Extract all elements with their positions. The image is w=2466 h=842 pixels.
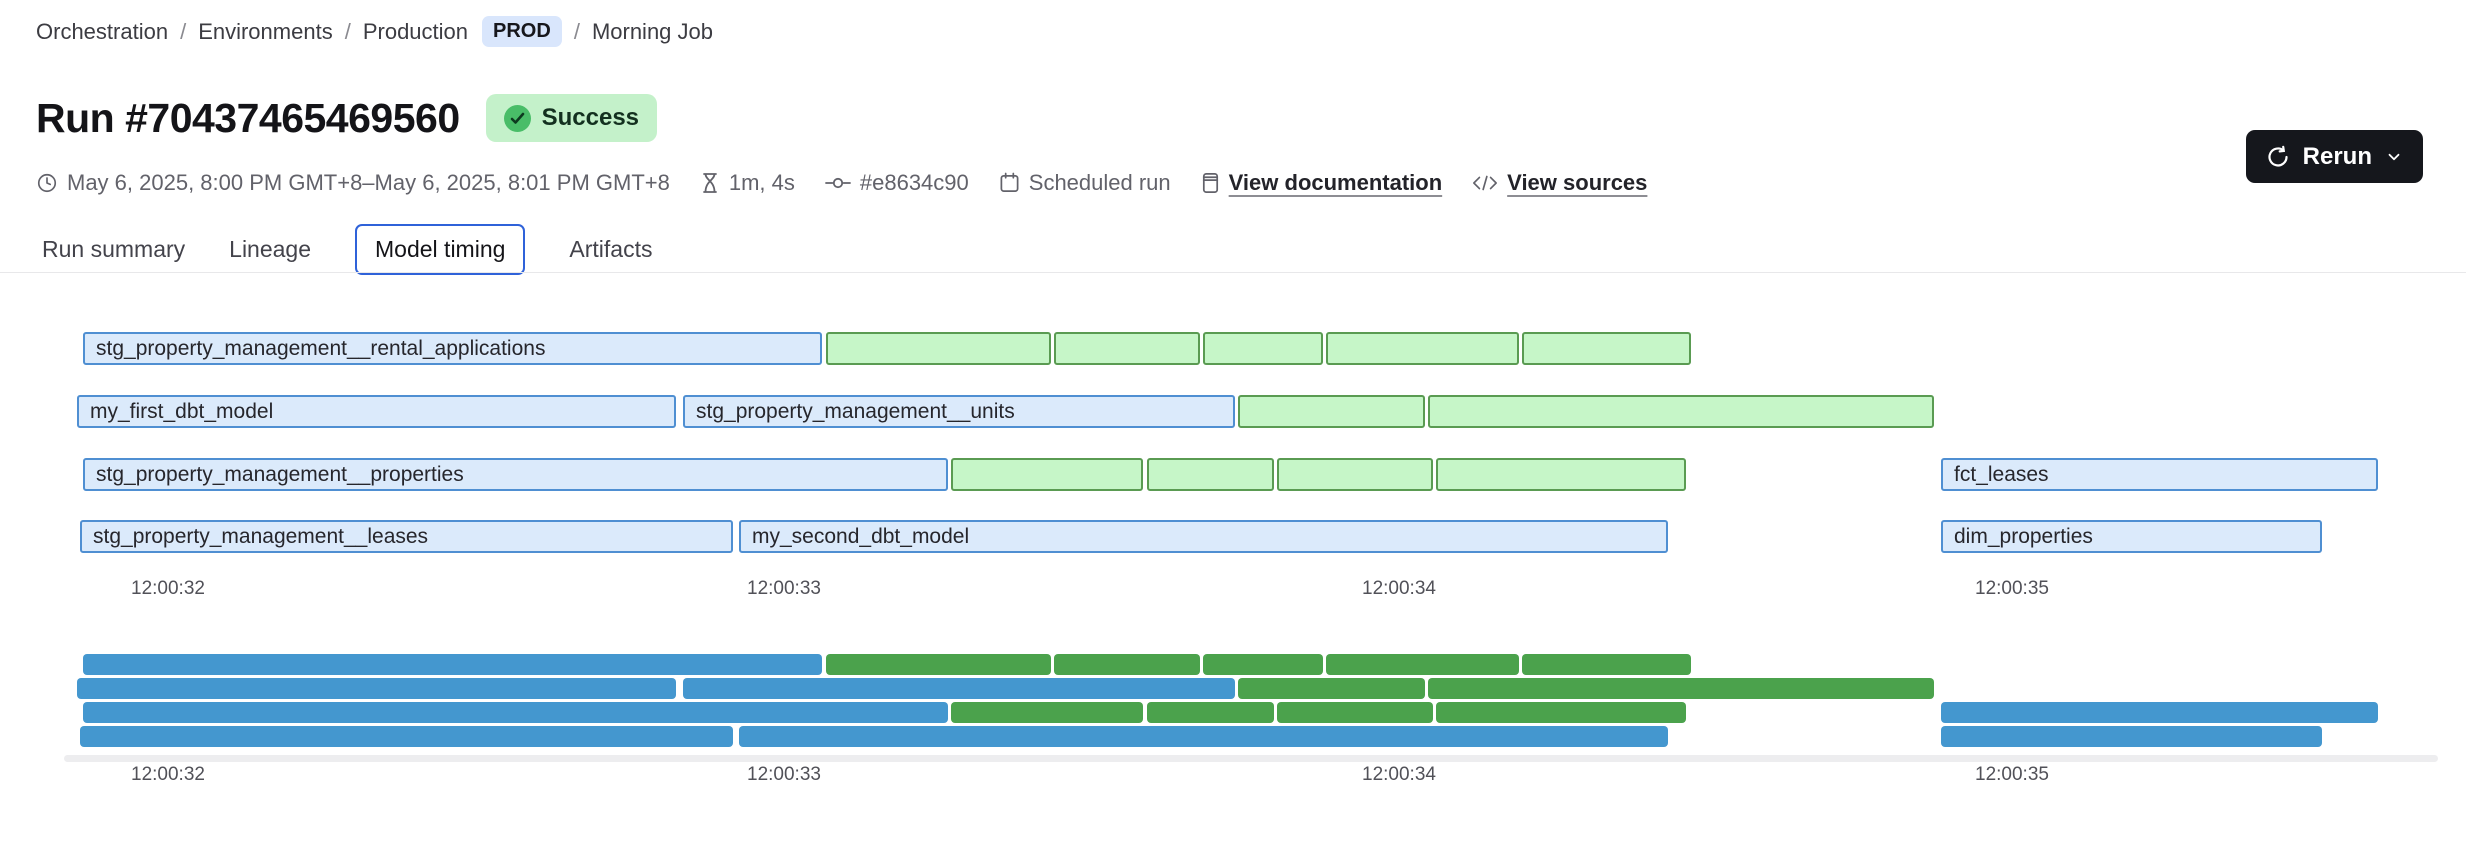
gantt-bar-stg_property_management__leases[interactable]: stg_property_management__leases [80,520,733,553]
minimap-axis-tick: 12:00:33 [747,764,821,785]
minimap-bar[interactable] [739,726,1668,747]
gantt-bar-label: stg_property_management__units [696,400,1015,423]
clock-icon [36,172,58,194]
run-times: May 6, 2025, 8:00 PM GMT+8–May 6, 2025, … [36,170,670,196]
gantt-bar-label: dim_properties [1954,525,2093,548]
gantt-bar[interactable] [1054,332,1200,365]
view-documentation: View documentation [1201,170,1443,196]
view-sources-link[interactable]: View sources [1507,170,1648,195]
gantt-bar[interactable] [1238,395,1425,428]
gantt-bar-label: fct_leases [1954,463,2049,486]
gantt-bar-stg_property_management__units[interactable]: stg_property_management__units [683,395,1235,428]
minimap-bar[interactable] [1054,654,1200,675]
gantt-bar-label: stg_property_management__properties [96,463,464,486]
title-row: Run #70437465469560 Success [36,94,658,142]
commit-ref: #e8634c90 [824,170,969,196]
run-trigger: Scheduled run [999,170,1171,196]
breadcrumb-separator: / [573,18,580,44]
gantt-bar[interactable] [951,458,1143,491]
run-duration: 1m, 4s [700,170,795,196]
gantt-axis-tick: 12:00:33 [747,578,821,599]
gantt-bar-stg_property_management__properties[interactable]: stg_property_management__properties [83,458,948,491]
gantt-bar[interactable] [826,332,1051,365]
gantt-axis-tick: 12:00:32 [131,578,205,599]
gantt-bar-label: stg_property_management__leases [93,525,429,548]
gantt-bar[interactable] [1428,395,1934,428]
minimap-bar[interactable] [77,678,676,699]
gantt-axis-tick: 12:00:34 [1362,578,1436,599]
minimap-bar[interactable] [683,678,1235,699]
run-duration-value: 1m, 4s [728,170,795,195]
gantt-axis-tick: 12:00:35 [1975,578,2049,599]
breadcrumb-separator: / [344,18,351,44]
rerun-button[interactable]: Rerun [2245,130,2423,183]
breadcrumb-orchestration[interactable]: Orchestration [36,18,169,44]
minimap-bar[interactable] [1238,678,1425,699]
run-date-range: May 6, 2025, 8:00 PM GMT+8–May 6, 2025, … [67,170,670,195]
gantt-bar[interactable] [1522,332,1691,365]
gantt-bar-label: my_second_dbt_model [752,525,970,548]
minimap-bar[interactable] [826,654,1051,675]
minimap-bar[interactable] [1428,678,1934,699]
status-badge: Success [485,94,658,142]
gantt-bar-my_second_dbt_model[interactable]: my_second_dbt_model [739,520,1668,553]
chevron-down-icon [2385,148,2403,166]
breadcrumb-production[interactable]: Production [362,18,469,44]
breadcrumb-environments[interactable]: Environments [198,18,333,44]
breadcrumb-morning-job[interactable]: Morning Job [591,18,714,44]
breadcrumb-separator: / [180,18,187,44]
minimap-bar[interactable] [1941,726,2322,747]
gantt-bar[interactable] [1326,332,1519,365]
gantt-bar[interactable] [1203,332,1323,365]
gantt-bar[interactable] [1436,458,1686,491]
minimap-axis-tick: 12:00:32 [131,764,205,785]
hourglass-icon [700,172,720,194]
page-title: Run #70437465469560 [36,94,460,141]
run-trigger-label: Scheduled run [1028,170,1171,195]
gantt-bar[interactable] [1147,458,1274,491]
minimap-bar[interactable] [1203,654,1323,675]
minimap-axis-tick: 12:00:35 [1975,764,2049,785]
gantt-bar-label: stg_property_management__rental_applicat… [96,337,546,360]
minimap-bar[interactable] [83,702,948,723]
status-label: Success [541,104,640,131]
breadcrumb: Orchestration / Environments / Productio… [36,16,713,47]
minimap-bar[interactable] [1436,702,1686,723]
commit-icon [824,176,851,190]
minimap-track[interactable] [64,755,2438,762]
minimap-bar[interactable] [1147,702,1274,723]
gantt-bar-stg_property_management__rental_applications[interactable]: stg_property_management__rental_applicat… [83,332,822,365]
tab-run-summary[interactable]: Run summary [42,236,186,262]
rerun-label: Rerun [2302,142,2372,170]
view-sources: View sources [1472,170,1647,196]
code-icon [1472,174,1498,192]
minimap-bar[interactable] [1941,702,2378,723]
minimap-bar[interactable] [1326,654,1519,675]
gantt-bar[interactable] [1277,458,1433,491]
document-icon [1201,172,1220,194]
minimap-bar[interactable] [1277,702,1433,723]
tab-artifacts[interactable]: Artifacts [569,236,653,262]
minimap-bar[interactable] [80,726,733,747]
minimap-bar[interactable] [951,702,1143,723]
calendar-icon [999,172,1020,194]
minimap-bar[interactable] [83,654,822,675]
minimap-bar[interactable] [1522,654,1691,675]
commit-hash: #e8634c90 [859,170,969,195]
tabs-divider [0,272,2466,273]
run-meta-row: May 6, 2025, 8:00 PM GMT+8–May 6, 2025, … [36,170,1647,196]
environment-badge: PROD [482,16,562,47]
tab-model-timing[interactable]: Model timing [355,224,526,275]
success-check-icon [503,104,531,132]
run-tabs: Run summary Lineage Model timing Artifacts [42,224,652,275]
gantt-bar-my_first_dbt_model[interactable]: my_first_dbt_model [77,395,676,428]
view-documentation-link[interactable]: View documentation [1228,170,1443,195]
gantt-bar-dim_properties[interactable]: dim_properties [1941,520,2322,553]
tab-lineage[interactable]: Lineage [229,236,312,262]
gantt-bar-label: my_first_dbt_model [90,400,274,423]
gantt-bar-fct_leases[interactable]: fct_leases [1941,458,2378,491]
minimap-axis-tick: 12:00:34 [1362,764,1436,785]
refresh-icon [2266,145,2290,169]
